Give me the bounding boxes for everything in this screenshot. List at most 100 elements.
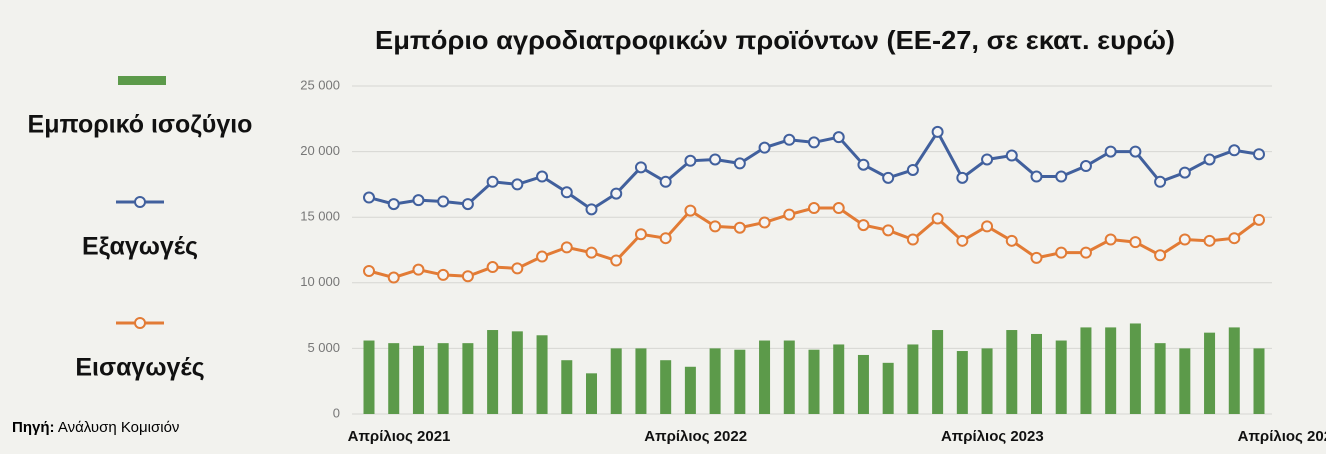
y-tick-label: 15 000 xyxy=(300,209,340,224)
marker xyxy=(1055,246,1068,259)
marker xyxy=(1178,233,1191,246)
marker xyxy=(412,263,425,276)
marker xyxy=(1030,170,1043,183)
bar xyxy=(1080,327,1092,414)
bar xyxy=(586,373,597,414)
marker xyxy=(1228,144,1241,157)
marker xyxy=(1178,166,1191,179)
bar xyxy=(660,360,672,414)
marker xyxy=(1104,233,1117,246)
bar xyxy=(932,330,944,414)
marker xyxy=(610,187,623,200)
bar xyxy=(412,345,424,414)
bar xyxy=(561,360,573,414)
marker xyxy=(981,153,994,166)
marker xyxy=(783,208,796,221)
marker xyxy=(363,191,375,204)
marker xyxy=(634,228,647,241)
bar xyxy=(1228,327,1240,414)
marker xyxy=(684,204,697,217)
marker xyxy=(906,163,919,176)
marker xyxy=(808,136,820,149)
marker xyxy=(461,270,474,283)
marker xyxy=(659,175,672,188)
marker xyxy=(1104,145,1117,158)
marker xyxy=(783,133,796,146)
marker xyxy=(1129,145,1142,158)
legend-marker xyxy=(134,196,146,208)
bar xyxy=(1253,348,1265,414)
bar xyxy=(981,348,993,414)
bar xyxy=(1204,332,1216,414)
marker xyxy=(536,170,549,183)
marker xyxy=(363,264,375,277)
bar xyxy=(857,354,869,414)
y-tick-label: 10 000 xyxy=(300,274,340,289)
marker xyxy=(709,153,722,166)
marker xyxy=(634,161,647,174)
marker xyxy=(808,202,820,215)
bar xyxy=(610,348,622,414)
bar xyxy=(1006,330,1018,414)
bar xyxy=(1154,343,1166,414)
bar xyxy=(734,349,746,414)
marker xyxy=(387,198,400,211)
marker xyxy=(659,232,672,245)
x-tick-label: Απρίλιος 2023 xyxy=(941,428,1044,445)
marker xyxy=(1203,234,1216,247)
marker xyxy=(981,220,994,233)
bar xyxy=(1055,340,1067,414)
bar xyxy=(363,340,375,414)
marker xyxy=(387,271,400,284)
marker xyxy=(1253,213,1265,226)
bar xyxy=(882,362,894,414)
y-tick-label: 25 000 xyxy=(300,77,340,92)
marker xyxy=(733,221,746,234)
bar xyxy=(1031,333,1042,414)
bar xyxy=(808,349,820,414)
marker xyxy=(857,219,870,232)
marker xyxy=(1055,170,1068,183)
marker xyxy=(560,186,573,199)
marker xyxy=(461,198,474,211)
marker xyxy=(486,175,499,188)
marker xyxy=(1154,249,1167,262)
bar xyxy=(388,343,400,414)
marker xyxy=(511,262,524,275)
marker xyxy=(956,234,969,247)
bar xyxy=(635,348,647,414)
marker xyxy=(610,254,623,267)
bar xyxy=(1105,327,1117,414)
marker xyxy=(758,141,771,154)
marker xyxy=(560,241,573,254)
bar xyxy=(1129,323,1141,414)
x-tick-label: Απρίλιος 2024 xyxy=(1238,428,1326,445)
bar xyxy=(1179,348,1191,414)
marker xyxy=(585,246,598,259)
marker xyxy=(733,157,746,170)
marker xyxy=(1129,236,1142,249)
bar xyxy=(536,335,548,414)
bar xyxy=(709,348,721,414)
marker xyxy=(1005,149,1018,162)
legend-label: Εμπορικό ισοζύγιο xyxy=(28,111,253,139)
marker xyxy=(1030,251,1043,264)
marker xyxy=(437,195,450,208)
marker xyxy=(511,178,524,191)
marker xyxy=(882,171,895,184)
bar xyxy=(783,340,795,414)
bar xyxy=(907,344,919,414)
y-tick-label: 0 xyxy=(333,405,340,420)
chart-title: Εμπόριο αγροδιατροφικών προϊόντων (ΕΕ-27… xyxy=(375,25,1175,55)
marker xyxy=(882,224,895,237)
marker xyxy=(1154,175,1167,188)
legend-swatch xyxy=(118,76,166,85)
marker xyxy=(412,194,425,207)
marker xyxy=(1228,232,1241,245)
marker xyxy=(709,220,722,233)
marker xyxy=(486,261,499,274)
bar xyxy=(833,344,845,414)
bar xyxy=(684,366,696,414)
legend-marker xyxy=(134,317,146,329)
